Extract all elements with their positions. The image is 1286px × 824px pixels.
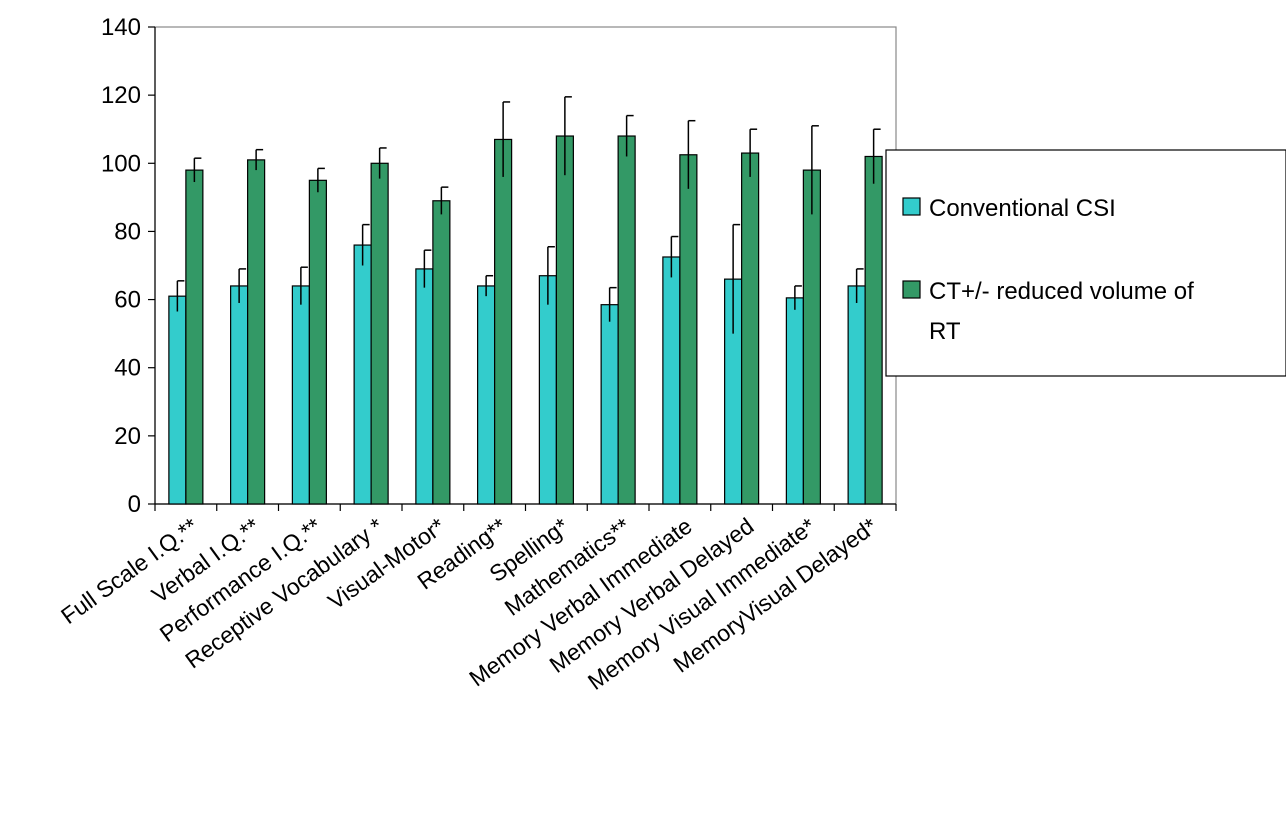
y-tick-label: 20 [114,423,141,450]
bar-conventional-csi [168,295,187,505]
bar-ct-reduced-volume [494,138,513,505]
error-bars [176,96,881,334]
bar-ct-reduced-volume [679,154,698,505]
y-tick-label: 140 [101,14,141,41]
legend-label-ct-reduced-volume: CT+/- reduced volume of [929,278,1194,305]
y-tick-label: 100 [101,150,141,177]
x-axis [154,503,897,511]
y-tick-label: 40 [114,355,141,382]
legend-label-conventional-csi: Conventional CSI [929,195,1116,222]
bar-ct-reduced-volume [247,159,266,505]
bar-ct-reduced-volume [370,162,389,505]
bar-conventional-csi [662,256,681,505]
bar-ct-reduced-volume [432,200,451,505]
bar-conventional-csi [291,285,310,505]
legend-label-ct-reduced-volume-line2: RT [929,318,961,345]
legend-swatch-ct-reduced-volume [902,280,921,299]
legend-box [885,149,1286,377]
bar-ct-reduced-volume [555,135,574,505]
y-tick-label: 0 [128,491,141,518]
legend: Conventional CSI CT+/- reduced volume of… [885,149,1286,377]
bar-conventional-csi [785,297,804,505]
bar-conventional-csi [600,304,619,505]
bars [168,135,883,505]
bar-ct-reduced-volume [185,169,204,505]
y-tick-label: 60 [114,287,141,314]
bar-ct-reduced-volume [864,155,883,505]
bar-conventional-csi [847,285,866,505]
bar-conventional-csi [353,244,372,505]
bar-ct-reduced-volume [741,152,760,505]
bar-ct-reduced-volume [802,169,821,505]
bar-conventional-csi [538,275,557,505]
plot-area [154,26,897,505]
bar-ct-reduced-volume [617,135,636,505]
bar-conventional-csi [477,285,496,505]
bar-ct-reduced-volume [308,179,327,505]
y-axis: 0 20 40 60 80 100 120 140 [101,14,156,518]
y-tick-label: 80 [114,218,141,245]
bar-conventional-csi [415,268,434,505]
bar-conventional-csi [230,285,249,505]
y-tick-label: 120 [101,82,141,109]
category-labels: Full Scale I.Q.**Verbal I.Q.**Performanc… [56,513,882,695]
legend-swatch-conventional-csi [902,197,921,216]
